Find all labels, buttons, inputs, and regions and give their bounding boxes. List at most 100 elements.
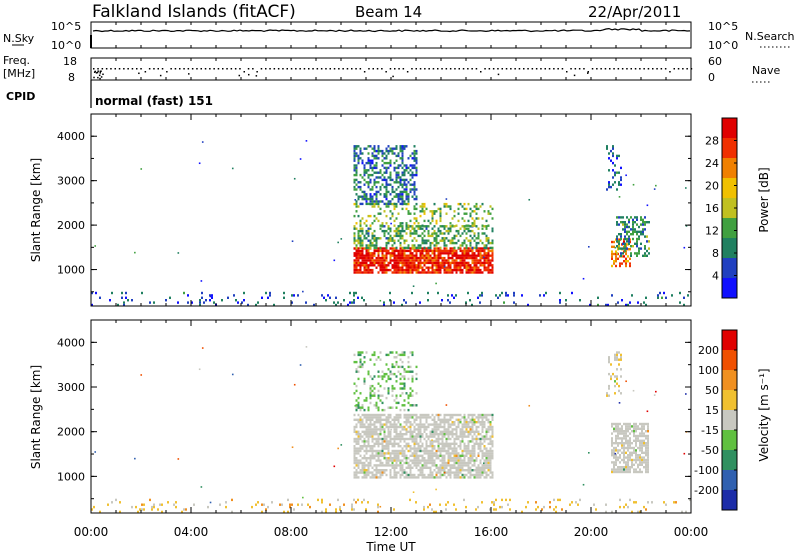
velocity-cell: [447, 452, 450, 455]
power-cell: [425, 225, 428, 228]
velocity-cell: [391, 372, 394, 376]
power-cell: [425, 247, 428, 250]
power-cell: [367, 232, 370, 235]
power-cell: [383, 152, 386, 155]
velocity-cell: [379, 375, 382, 378]
power-cell: [383, 256, 386, 260]
velocity-cell: [423, 449, 426, 453]
velocity-cell: [419, 461, 422, 465]
velocity-cell: [231, 373, 234, 376]
velocity-cell: [365, 351, 368, 354]
velocity-cell: [353, 459, 356, 462]
velocity-cell: [419, 413, 422, 417]
power-cell: [413, 145, 416, 148]
velocity-cell: [419, 425, 422, 429]
velocity-cell: [405, 418, 408, 421]
velocity-cell: [385, 461, 388, 465]
power-cell: [369, 256, 372, 260]
freq-dot: [144, 71, 147, 73]
velocity-cell: [391, 384, 394, 388]
velocity-cell: [287, 498, 289, 502]
velocity-cell: [425, 433, 428, 436]
velocity-cell: [633, 468, 635, 471]
velocity-cell: [413, 461, 416, 465]
power-cell: [413, 181, 416, 184]
velocity-cell: [393, 387, 396, 390]
velocity-cell: [449, 430, 452, 433]
velocity-cell: [481, 454, 484, 457]
velocity-cell: [369, 416, 372, 419]
velocity-cell: [437, 454, 440, 457]
power-cell: [373, 246, 376, 250]
power-cell: [495, 294, 497, 297]
power-cell: [467, 268, 470, 272]
velocity-cell: [359, 454, 362, 457]
power-cell: [359, 239, 362, 242]
velocity-cell: [159, 503, 161, 506]
power-cell: [369, 246, 372, 250]
velocity-cell: [613, 461, 615, 464]
velocity-cell: [425, 461, 428, 465]
velocity-cell: [485, 430, 488, 433]
power-cell: [629, 264, 631, 268]
freq-dot: [200, 68, 202, 70]
velocity-cell: [449, 452, 452, 455]
power-cell: [467, 202, 470, 206]
velocity-cell: [491, 418, 494, 421]
power-cell: [383, 202, 386, 206]
velocity-cell: [357, 447, 360, 450]
velocity-cell: [449, 469, 452, 472]
velocity-cell: [379, 421, 382, 424]
velocity-colorbar-tick-label: -200: [694, 484, 719, 497]
velocity-cell: [493, 508, 495, 511]
power-cell: [353, 149, 356, 153]
velocity-cell: [461, 435, 464, 438]
velocity-ytick-label: 3000: [57, 381, 85, 394]
power-cell: [415, 171, 418, 174]
power-cell: [415, 161, 418, 165]
velocity-cell: [641, 425, 643, 428]
velocity-cell: [369, 435, 372, 438]
velocity-cell: [463, 469, 466, 472]
power-cell: [369, 196, 372, 199]
power-cell: [451, 259, 454, 262]
velocity-cell: [641, 458, 643, 462]
power-cell: [405, 256, 408, 260]
velocity-cell: [489, 447, 492, 450]
velocity-cell: [473, 452, 476, 455]
velocity-cell: [381, 469, 384, 472]
velocity-cell: [621, 427, 623, 430]
power-cell: [357, 145, 360, 148]
velocity-cell: [614, 380, 616, 383]
velocity-cell: [431, 428, 434, 431]
velocity-cell: [397, 459, 400, 462]
freq-dot: [99, 70, 102, 73]
power-cell: [455, 266, 458, 269]
velocity-cell: [629, 437, 631, 440]
velocity-cell: [613, 427, 615, 430]
velocity-cell: [415, 464, 418, 467]
power-cell: [395, 264, 398, 267]
power-cell: [405, 254, 408, 257]
power-cell: [365, 237, 368, 240]
power-cell: [611, 294, 613, 297]
velocity-cell: [387, 387, 390, 390]
velocity-cell: [439, 454, 442, 457]
velocity-cell: [485, 476, 488, 479]
power-cell: [413, 157, 416, 160]
power-cell: [421, 224, 424, 227]
power-cell: [415, 225, 418, 228]
velocity-cell: [407, 396, 410, 400]
velocity-cell: [613, 451, 615, 454]
velocity-cell: [445, 413, 448, 417]
velocity-cell: [485, 437, 488, 441]
velocity-cell: [625, 456, 627, 459]
power-cell: [419, 301, 421, 304]
power-cell: [415, 219, 418, 223]
velocity-cell: [435, 428, 438, 431]
power-cell: [405, 232, 408, 235]
power-cell: [643, 301, 645, 304]
power-cell: [465, 301, 467, 304]
velocity-cell: [618, 384, 620, 388]
power-cell: [477, 296, 479, 299]
